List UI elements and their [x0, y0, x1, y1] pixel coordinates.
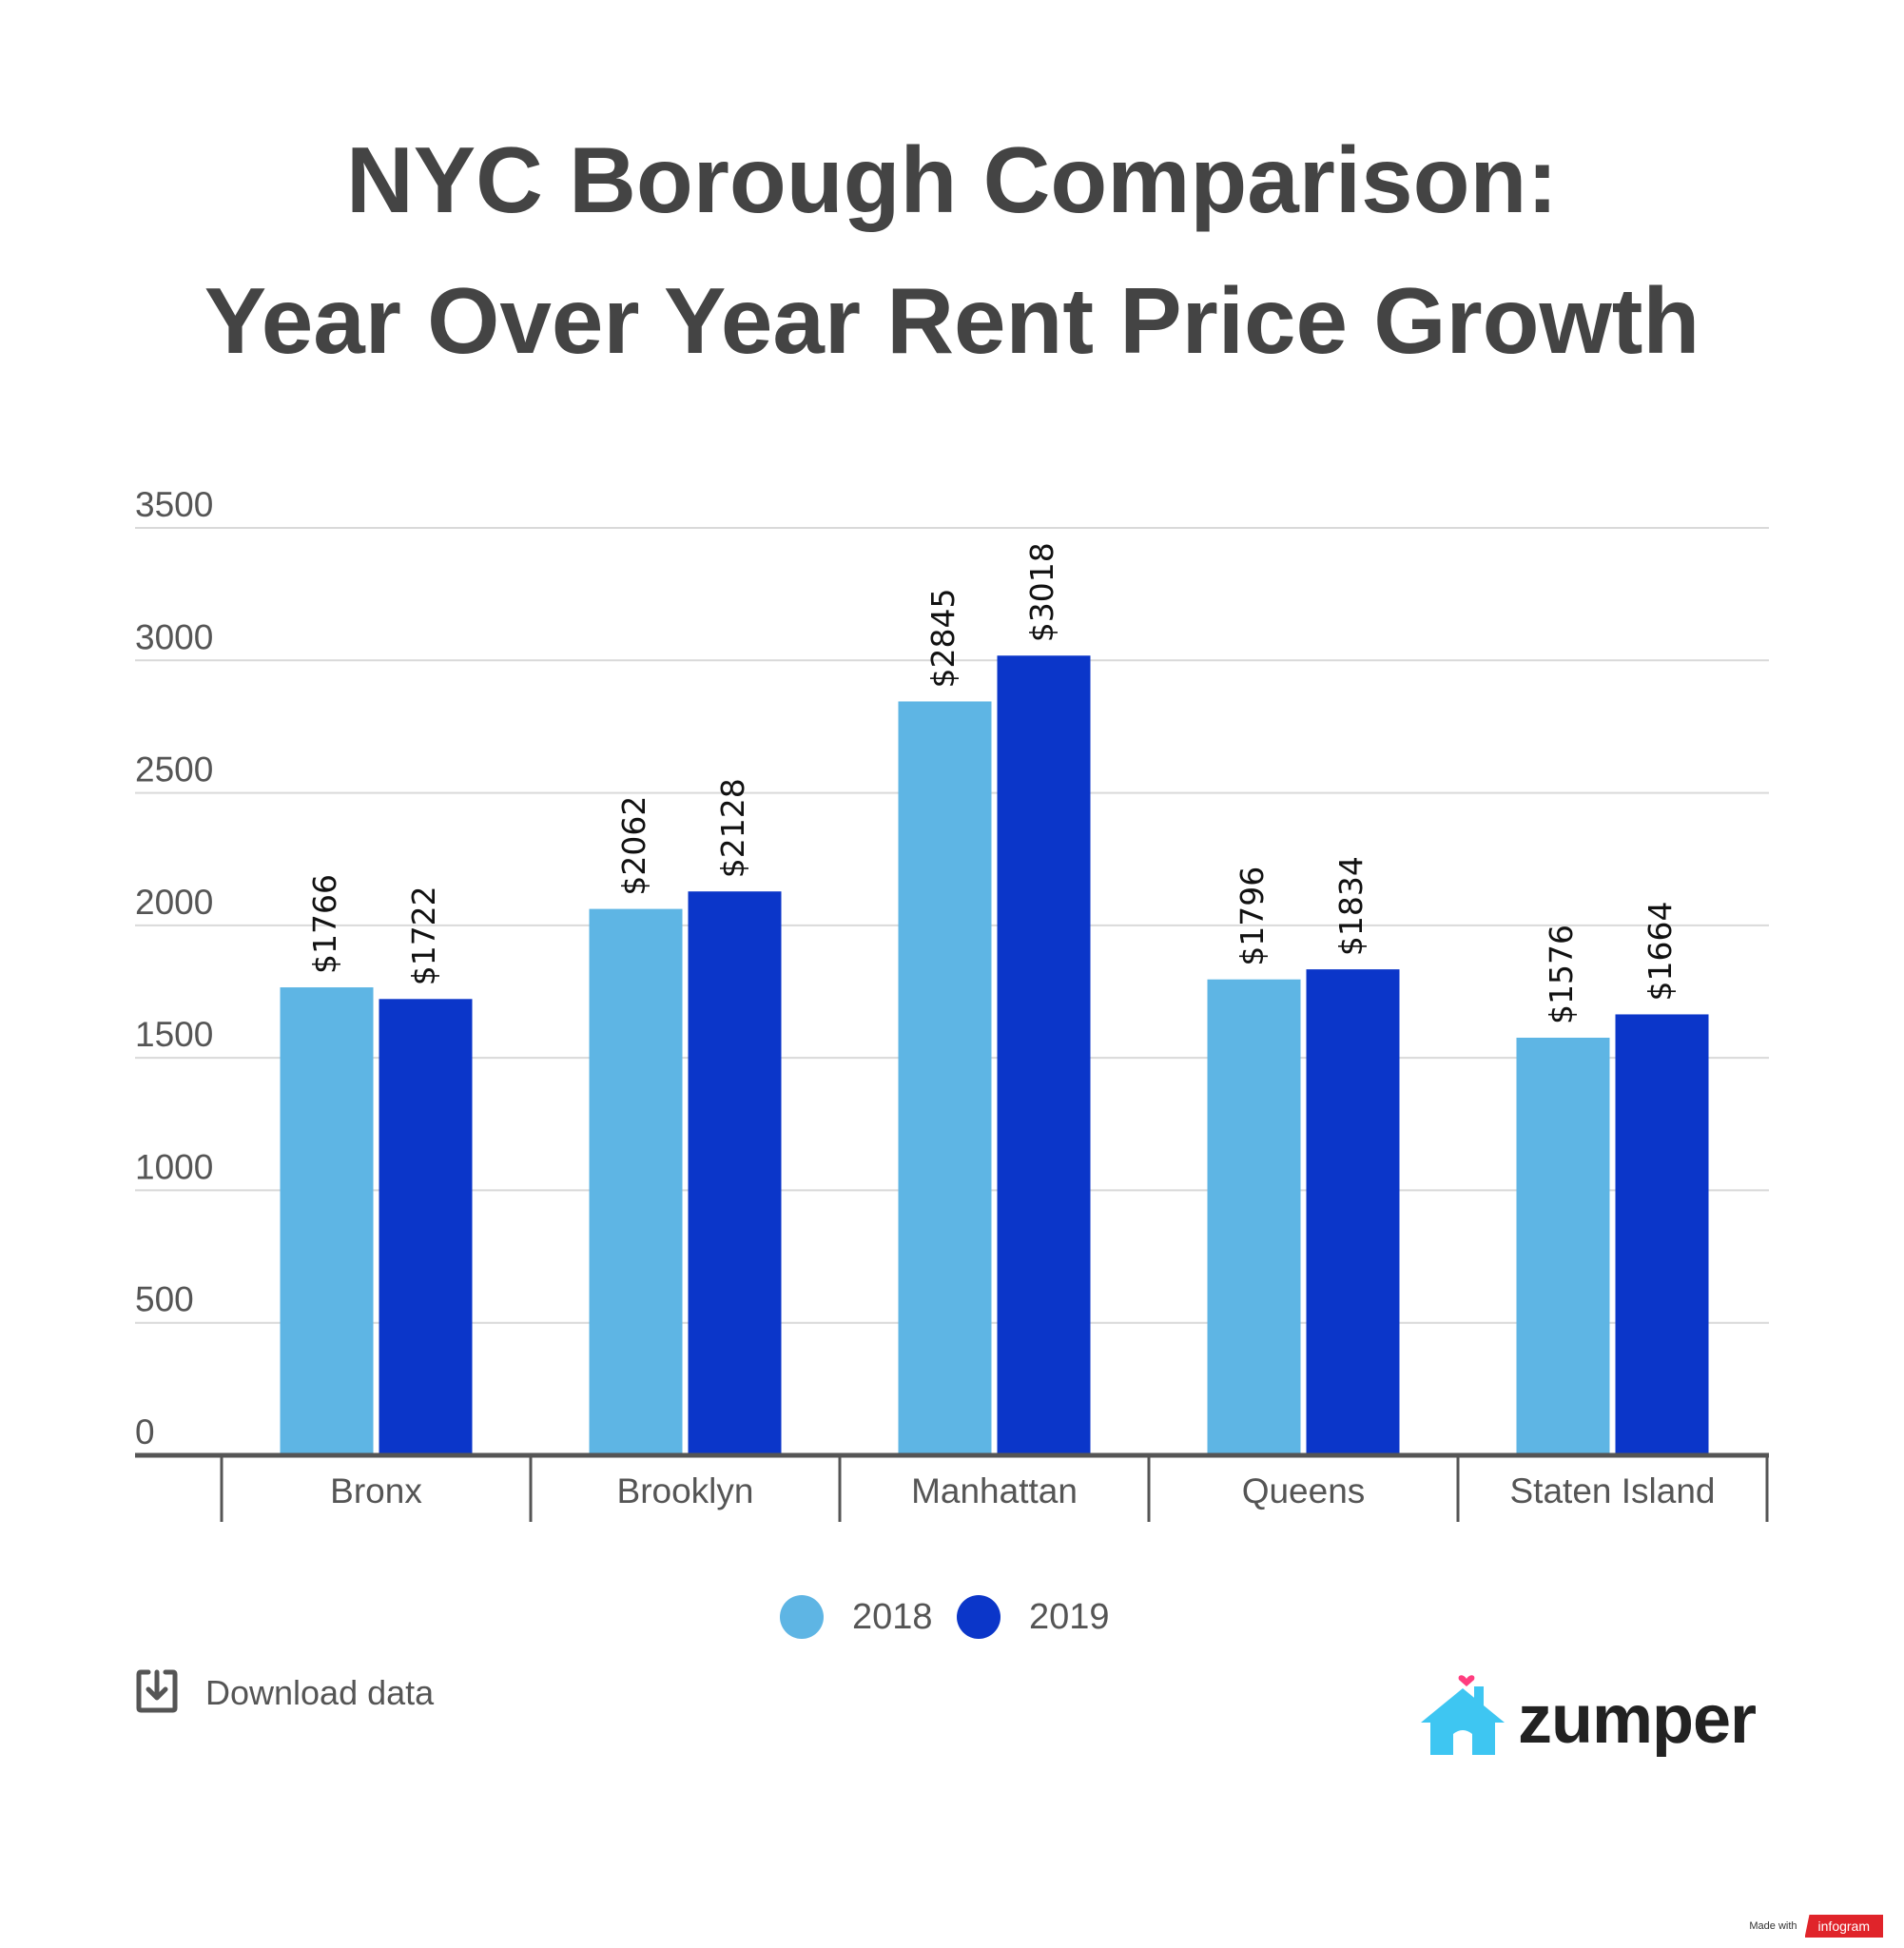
x-tick-label-brooklyn: Brooklyn [617, 1471, 754, 1510]
legend-swatch-2018 [780, 1595, 824, 1639]
x-tick-label-staten-island: Staten Island [1510, 1471, 1716, 1510]
made-with-label: Made with [1749, 1920, 1797, 1932]
y-tick-label-1500: 1500 [135, 1015, 213, 1054]
data-label-manhattan-2018: $2845 [924, 588, 962, 688]
legend-item-2019[interactable]: 2019 [957, 1588, 1110, 1646]
chart-title-line-2: Year Over Year Rent Price Growth [204, 268, 1700, 373]
logo-text: zumper [1518, 1682, 1757, 1758]
x-tick-label-manhattan: Manhattan [911, 1471, 1078, 1510]
x-tick-label-bronx: Bronx [330, 1471, 422, 1510]
legend-item-2018[interactable]: 2018 [780, 1588, 933, 1646]
y-tick-label-3500: 3500 [135, 485, 213, 524]
y-axis-ticks: 0 500 1000 1500 2000 2500 3000 3500 [135, 485, 213, 1451]
bar-bronx-2019 [379, 999, 473, 1455]
y-tick-label-0: 0 [135, 1412, 155, 1451]
legend-swatch-2019 [957, 1595, 1001, 1639]
bar-staten-island-2018 [1516, 1037, 1610, 1455]
bars [280, 655, 1709, 1455]
x-axis: Bronx Brooklyn Manhattan Queens Staten Islan… [135, 1452, 1769, 1522]
legend-label-2019: 2019 [1029, 1596, 1110, 1637]
data-label-brooklyn-2018: $2062 [615, 796, 652, 896]
data-label-bronx-2018: $1766 [306, 874, 343, 974]
download-data-button[interactable]: Download data [135, 1665, 434, 1722]
data-label-queens-2018: $1796 [1234, 867, 1271, 966]
y-tick-label-2000: 2000 [135, 883, 213, 922]
data-label-manhattan-2019: $3018 [1023, 542, 1060, 642]
bar-bronx-2018 [280, 987, 374, 1455]
infogram-brand: infogram [1804, 1915, 1883, 1938]
x-tick-label-queens: Queens [1242, 1471, 1366, 1510]
zumper-logo: zumper [1419, 1666, 1757, 1762]
y-tick-label-2500: 2500 [135, 750, 213, 789]
bar-manhattan-2019 [997, 655, 1091, 1455]
data-label-staten-island-2018: $1576 [1543, 925, 1580, 1024]
bar-queens-2019 [1306, 969, 1400, 1455]
legend-label-2018: 2018 [852, 1596, 933, 1637]
legend: 2018 2019 [0, 1588, 1904, 1646]
bar-brooklyn-2018 [589, 908, 683, 1455]
chart-title-line-1: NYC Borough Comparison: [346, 127, 1558, 232]
bar-manhattan-2018 [898, 701, 992, 1455]
house-heart-icon [1419, 1666, 1506, 1762]
data-label-bronx-2019: $1722 [405, 886, 442, 985]
download-icon [135, 1668, 179, 1719]
bar-brooklyn-2019 [688, 891, 782, 1455]
bar-queens-2018 [1207, 979, 1301, 1455]
data-label-staten-island-2019: $1664 [1642, 901, 1679, 1001]
bar-staten-island-2019 [1615, 1014, 1709, 1455]
data-label-brooklyn-2019: $2128 [714, 778, 751, 878]
data-labels: $1766 $1722 $2062 $2128 $2845 $3018 $1796 $1834… [306, 542, 1679, 1024]
y-tick-label-3000: 3000 [135, 617, 213, 656]
data-label-queens-2019: $1834 [1332, 856, 1370, 956]
y-tick-label-500: 500 [135, 1280, 194, 1319]
made-with-infogram-badge[interactable]: Made with infogram [1749, 1914, 1883, 1938]
download-data-label: Download data [205, 1673, 435, 1712]
y-tick-label-1000: 1000 [135, 1147, 213, 1186]
